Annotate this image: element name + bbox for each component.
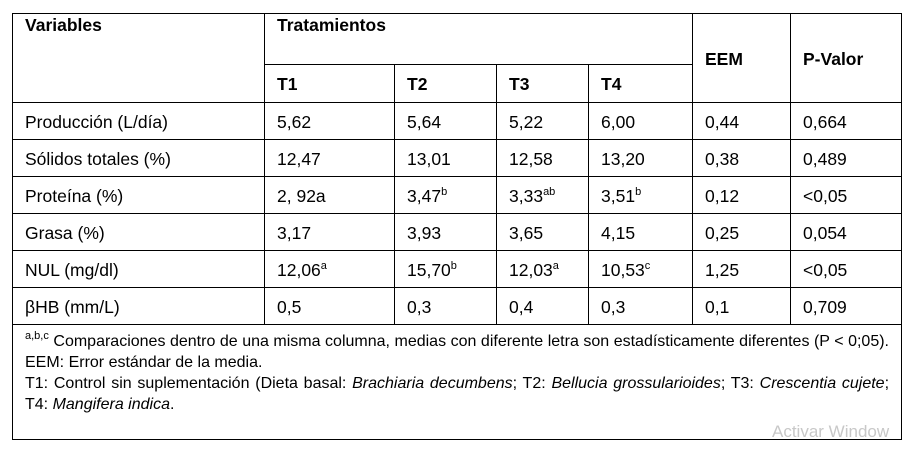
table-cell: 1,25 (692, 250, 791, 288)
table-cell: 10,53c (588, 250, 693, 288)
footnote-text: Mangifera indica (52, 396, 170, 413)
footnote-text: ; T4: (25, 375, 890, 413)
footnote: a,b,c Comparaciones dentro de una misma … (12, 324, 902, 440)
table-row: Producción (L/día) 5,62 5,64 5,22 6,00 0,44 0,… (12, 102, 902, 140)
table-cell: 0,25 (692, 213, 791, 251)
table-cell: 0,4 (496, 287, 589, 325)
cell-value: 10,53 (601, 259, 645, 280)
footnote-superscript: a,b,c (25, 330, 49, 342)
table-cell: 13,20 (588, 139, 693, 177)
watermark: Activar Window (772, 422, 890, 441)
table-cell: 0,1 (692, 287, 791, 325)
table-row: Proteína (%) 2, 92a 3,47b 3,33ab 3,51b 0,12 <0… (12, 176, 902, 214)
table-cell: 13,01 (394, 139, 497, 177)
table-cell: 0,664 (790, 102, 902, 140)
results-table: Variables Tratamientos EEM P-Valor T1 T2 T… (12, 13, 902, 440)
table-cell: 3,51b (588, 176, 693, 214)
cell-value: 12,06 (277, 259, 321, 280)
footnote-text: T1: Control sin suplementación (Dieta ba… (25, 375, 353, 392)
table-cell: <0,05 (790, 250, 902, 288)
cell-superscript: b (450, 259, 457, 272)
table-cell: 2, 92a (264, 176, 395, 214)
footnote-row: a,b,c Comparaciones dentro de una misma … (12, 324, 902, 440)
table-cell: 12,06a (264, 250, 395, 288)
cell-value: 15,70 (407, 259, 451, 280)
table-cell: 0,12 (692, 176, 791, 214)
table-cell: <0,05 (790, 176, 902, 214)
cell-value: 3,51 (601, 185, 636, 206)
cell-superscript: a (552, 259, 559, 272)
footnote-text: . (169, 396, 175, 413)
header-treatment: T2 (394, 64, 497, 103)
table-cell: 12,58 (496, 139, 589, 177)
table-cell: Producción (L/día) (12, 102, 265, 140)
table-cell: 0,709 (790, 287, 902, 325)
footnote-text: Brachiaria decumbens (352, 375, 513, 392)
header-variables: Variables (12, 13, 265, 103)
table-cell: 0,489 (790, 139, 902, 177)
table-cell: 3,93 (394, 213, 497, 251)
footnote-text: Crescentia cujete (759, 375, 885, 392)
table-cell: 15,70b (394, 250, 497, 288)
table-cell: 0,5 (264, 287, 395, 325)
table-cell: 12,47 (264, 139, 395, 177)
header-eem: EEM (692, 13, 791, 103)
table-cell: 3,33ab (496, 176, 589, 214)
table-cell: Proteína (%) (12, 176, 265, 214)
table-cell: NUL (mg/dl) (12, 250, 265, 288)
header-pvalor: P-Valor (790, 13, 902, 103)
header-treatment: T3 (496, 64, 589, 103)
table-cell: 0,3 (394, 287, 497, 325)
footnote-text: Comparaciones dentro de una misma column… (25, 333, 889, 371)
footnote-text: Bellucia grossularioides (551, 375, 721, 392)
table-cell: 5,62 (264, 102, 395, 140)
header-treatment: T4 (588, 64, 693, 103)
cell-superscript: a (320, 259, 327, 272)
table-row: Sólidos totales (%) 12,47 13,01 12,58 13,20 0… (12, 139, 902, 177)
table-cell: 3,47b (394, 176, 497, 214)
table-cell: 5,22 (496, 102, 589, 140)
table-cell: 4,15 (588, 213, 693, 251)
table-cell: Grasa (%) (12, 213, 265, 251)
header-tratamientos: Tratamientos (264, 13, 693, 65)
table-row: Grasa (%) 3,17 3,93 3,65 4,15 0,25 0,054 (12, 213, 902, 251)
table-cell: 0,054 (790, 213, 902, 251)
table-cell: 0,44 (692, 102, 791, 140)
table-row: βHB (mm/L) 0,5 0,3 0,4 0,3 0,1 0,709 (12, 287, 902, 325)
cell-superscript: ab (543, 185, 556, 198)
footnote-text: ; T3: (720, 375, 760, 392)
cell-value: 12,03 (509, 259, 553, 280)
table-row: NUL (mg/dl) 12,06a 15,70b 12,03a 10,53c 1,25 <… (12, 250, 902, 288)
cell-superscript: c (644, 259, 651, 272)
table-cell: 0,38 (692, 139, 791, 177)
table-cell: 12,03a (496, 250, 589, 288)
table-cell: 5,64 (394, 102, 497, 140)
table-cell: βHB (mm/L) (12, 287, 265, 325)
table-cell: Sólidos totales (%) (12, 139, 265, 177)
table-cell: 3,17 (264, 213, 395, 251)
cell-superscript: b (635, 185, 642, 198)
cell-value: 3,47 (407, 185, 442, 206)
header-treatment: T1 (264, 64, 395, 103)
footnote-text: ; T2: (512, 375, 552, 392)
table-cell: 6,00 (588, 102, 693, 140)
cell-value: 3,33 (509, 185, 544, 206)
table-cell: 3,65 (496, 213, 589, 251)
table-cell: 0,3 (588, 287, 693, 325)
cell-superscript: b (441, 185, 448, 198)
